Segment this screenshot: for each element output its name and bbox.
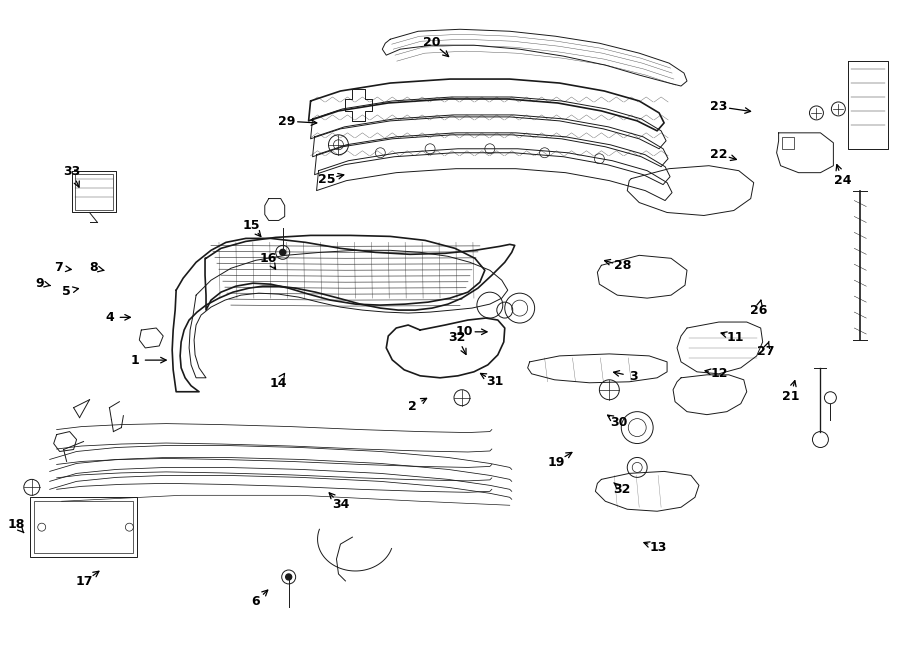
Text: 13: 13 [649,541,667,554]
Text: 2: 2 [408,400,417,412]
Text: 15: 15 [242,219,260,232]
Text: 29: 29 [278,115,295,128]
Text: 3: 3 [629,370,638,383]
Text: 14: 14 [269,377,287,389]
Text: 9: 9 [35,276,44,290]
Text: 30: 30 [610,416,627,429]
Text: 12: 12 [710,367,727,380]
Text: 27: 27 [757,345,774,358]
Text: 20: 20 [423,36,441,49]
Text: 11: 11 [726,330,743,344]
Circle shape [280,249,285,255]
Text: 18: 18 [7,518,25,531]
Text: 1: 1 [130,354,139,367]
Text: 22: 22 [710,147,727,161]
Text: 26: 26 [750,304,767,317]
Text: 16: 16 [259,252,277,264]
Text: 5: 5 [62,284,71,297]
Text: 10: 10 [455,325,473,338]
Text: 8: 8 [89,262,97,274]
Text: 21: 21 [782,390,799,403]
Bar [781,137,794,149]
Bar [34,501,133,553]
Text: 32: 32 [448,330,466,344]
Text: 17: 17 [76,576,93,588]
Text: 28: 28 [615,260,632,272]
Text: 19: 19 [547,455,564,469]
Bar [75,174,113,210]
Text: 24: 24 [833,174,851,187]
Text: 23: 23 [710,100,727,113]
Text: 4: 4 [105,311,113,324]
Text: 25: 25 [318,173,335,186]
Text: 32: 32 [614,483,631,496]
Text: 6: 6 [251,595,260,608]
Bar [30,497,138,557]
Text: 34: 34 [332,498,349,512]
Text: 7: 7 [54,262,63,274]
Text: 33: 33 [63,165,80,178]
Text: 31: 31 [486,375,503,389]
Circle shape [285,574,292,580]
